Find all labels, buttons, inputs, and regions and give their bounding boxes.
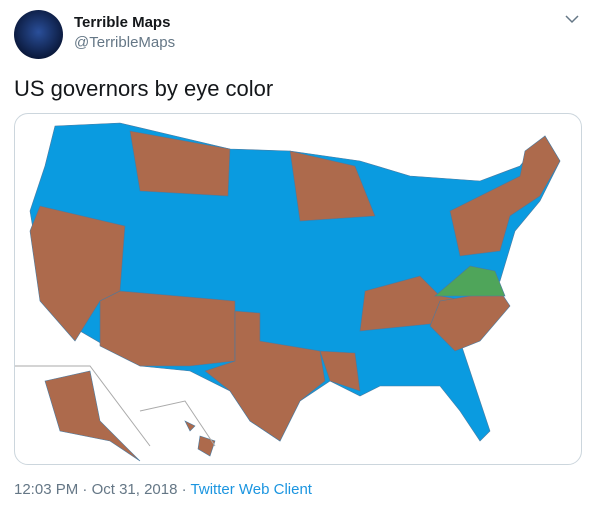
handle[interactable]: @TerribleMaps bbox=[74, 34, 176, 51]
source-link[interactable]: Twitter Web Client bbox=[190, 481, 312, 498]
map-image[interactable] bbox=[14, 113, 582, 465]
tweet-text: US governors by eye color bbox=[14, 76, 274, 101]
separator: · bbox=[82, 481, 88, 498]
separator: · bbox=[181, 481, 187, 498]
display-name[interactable]: Terrible Maps bbox=[74, 14, 171, 31]
date[interactable]: Oct 31, 2018 bbox=[91, 481, 178, 498]
timestamp: 12:03 PM · Oct 31, 2018 · Twitter Web Cl… bbox=[14, 481, 312, 498]
menu-chevron[interactable] bbox=[565, 14, 579, 24]
avatar[interactable] bbox=[14, 10, 63, 59]
time[interactable]: 12:03 PM bbox=[14, 481, 79, 498]
us-map bbox=[15, 122, 561, 462]
